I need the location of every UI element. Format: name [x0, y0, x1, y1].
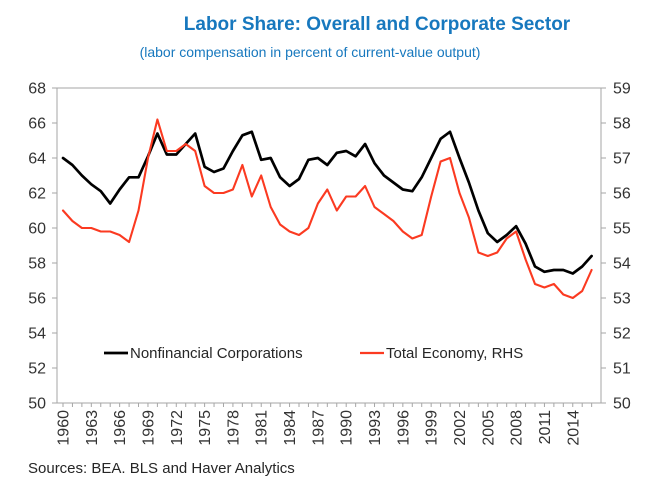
left-axis-tick-label: 60 [28, 221, 46, 238]
x-axis-year-label: 1993 [367, 410, 384, 446]
right-axis-tick-label: 55 [613, 221, 631, 238]
right-axis-tick-label: 51 [613, 361, 631, 378]
nonfinancial-corporations-line [61, 130, 593, 275]
right-axis-tick-label: 53 [613, 291, 631, 308]
x-axis-year-label: 2011 [537, 410, 554, 445]
left-axis-tick-label: 68 [28, 81, 46, 98]
x-axis-year-label: 1963 [84, 410, 101, 446]
x-axis-year-label: 1975 [197, 410, 214, 446]
right-axis-tick-label: 54 [613, 256, 631, 273]
x-axis-year-label: 2005 [480, 410, 497, 446]
left-axis-tick-label: 62 [28, 186, 46, 203]
left-axis-tick-label: 64 [28, 151, 46, 168]
right-axis-tick-label: 58 [613, 116, 631, 133]
x-axis-year-label: 1990 [339, 410, 356, 446]
legend-label-total-economy-rhs: Total Economy, RHS [386, 345, 524, 362]
right-axis-tick-label: 52 [613, 326, 631, 343]
left-axis-tick-label: 58 [28, 256, 46, 273]
x-axis-year-label: 1966 [112, 410, 129, 446]
x-axis-year-label: 2014 [565, 410, 582, 446]
x-axis-year-label: 1981 [254, 410, 271, 446]
x-axis-year-label: 1972 [169, 410, 186, 446]
left-axis-tick-label: 56 [28, 291, 46, 308]
x-axis-year-label: 1987 [310, 410, 327, 446]
x-axis-year-label: 1984 [282, 410, 299, 446]
chart-subtitle: (labor compensation in percent of curren… [139, 44, 481, 60]
right-axis-tick-label: 56 [613, 186, 631, 203]
right-axis-tick-label: 57 [613, 151, 631, 168]
x-axis-year-label: 2008 [509, 410, 526, 446]
x-axis-year-label: 1969 [140, 410, 157, 446]
left-axis-tick-label: 66 [28, 116, 46, 133]
x-axis-year-label: 1960 [56, 410, 73, 446]
left-axis-tick-label: 50 [28, 396, 46, 413]
right-axis-tick-label: 59 [613, 81, 631, 98]
chart-title: Labor Share: Overall and Corporate Secto… [183, 14, 571, 35]
x-axis-year-label: 1999 [424, 410, 441, 446]
total-economy-rhs-line [61, 118, 593, 300]
x-axis-year-label: 2002 [452, 410, 469, 446]
left-axis-tick-label: 52 [28, 361, 46, 378]
source-note: Sources: BEA. BLS and Haver Analytics [28, 460, 295, 477]
left-axis-tick-label: 54 [28, 326, 46, 343]
x-axis-year-label: 1996 [395, 410, 412, 446]
x-axis-year-label: 1978 [225, 410, 242, 446]
legend-label-nonfinancial-corporations: Nonfinancial Corporations [130, 345, 303, 362]
right-axis-tick-label: 50 [613, 396, 631, 413]
